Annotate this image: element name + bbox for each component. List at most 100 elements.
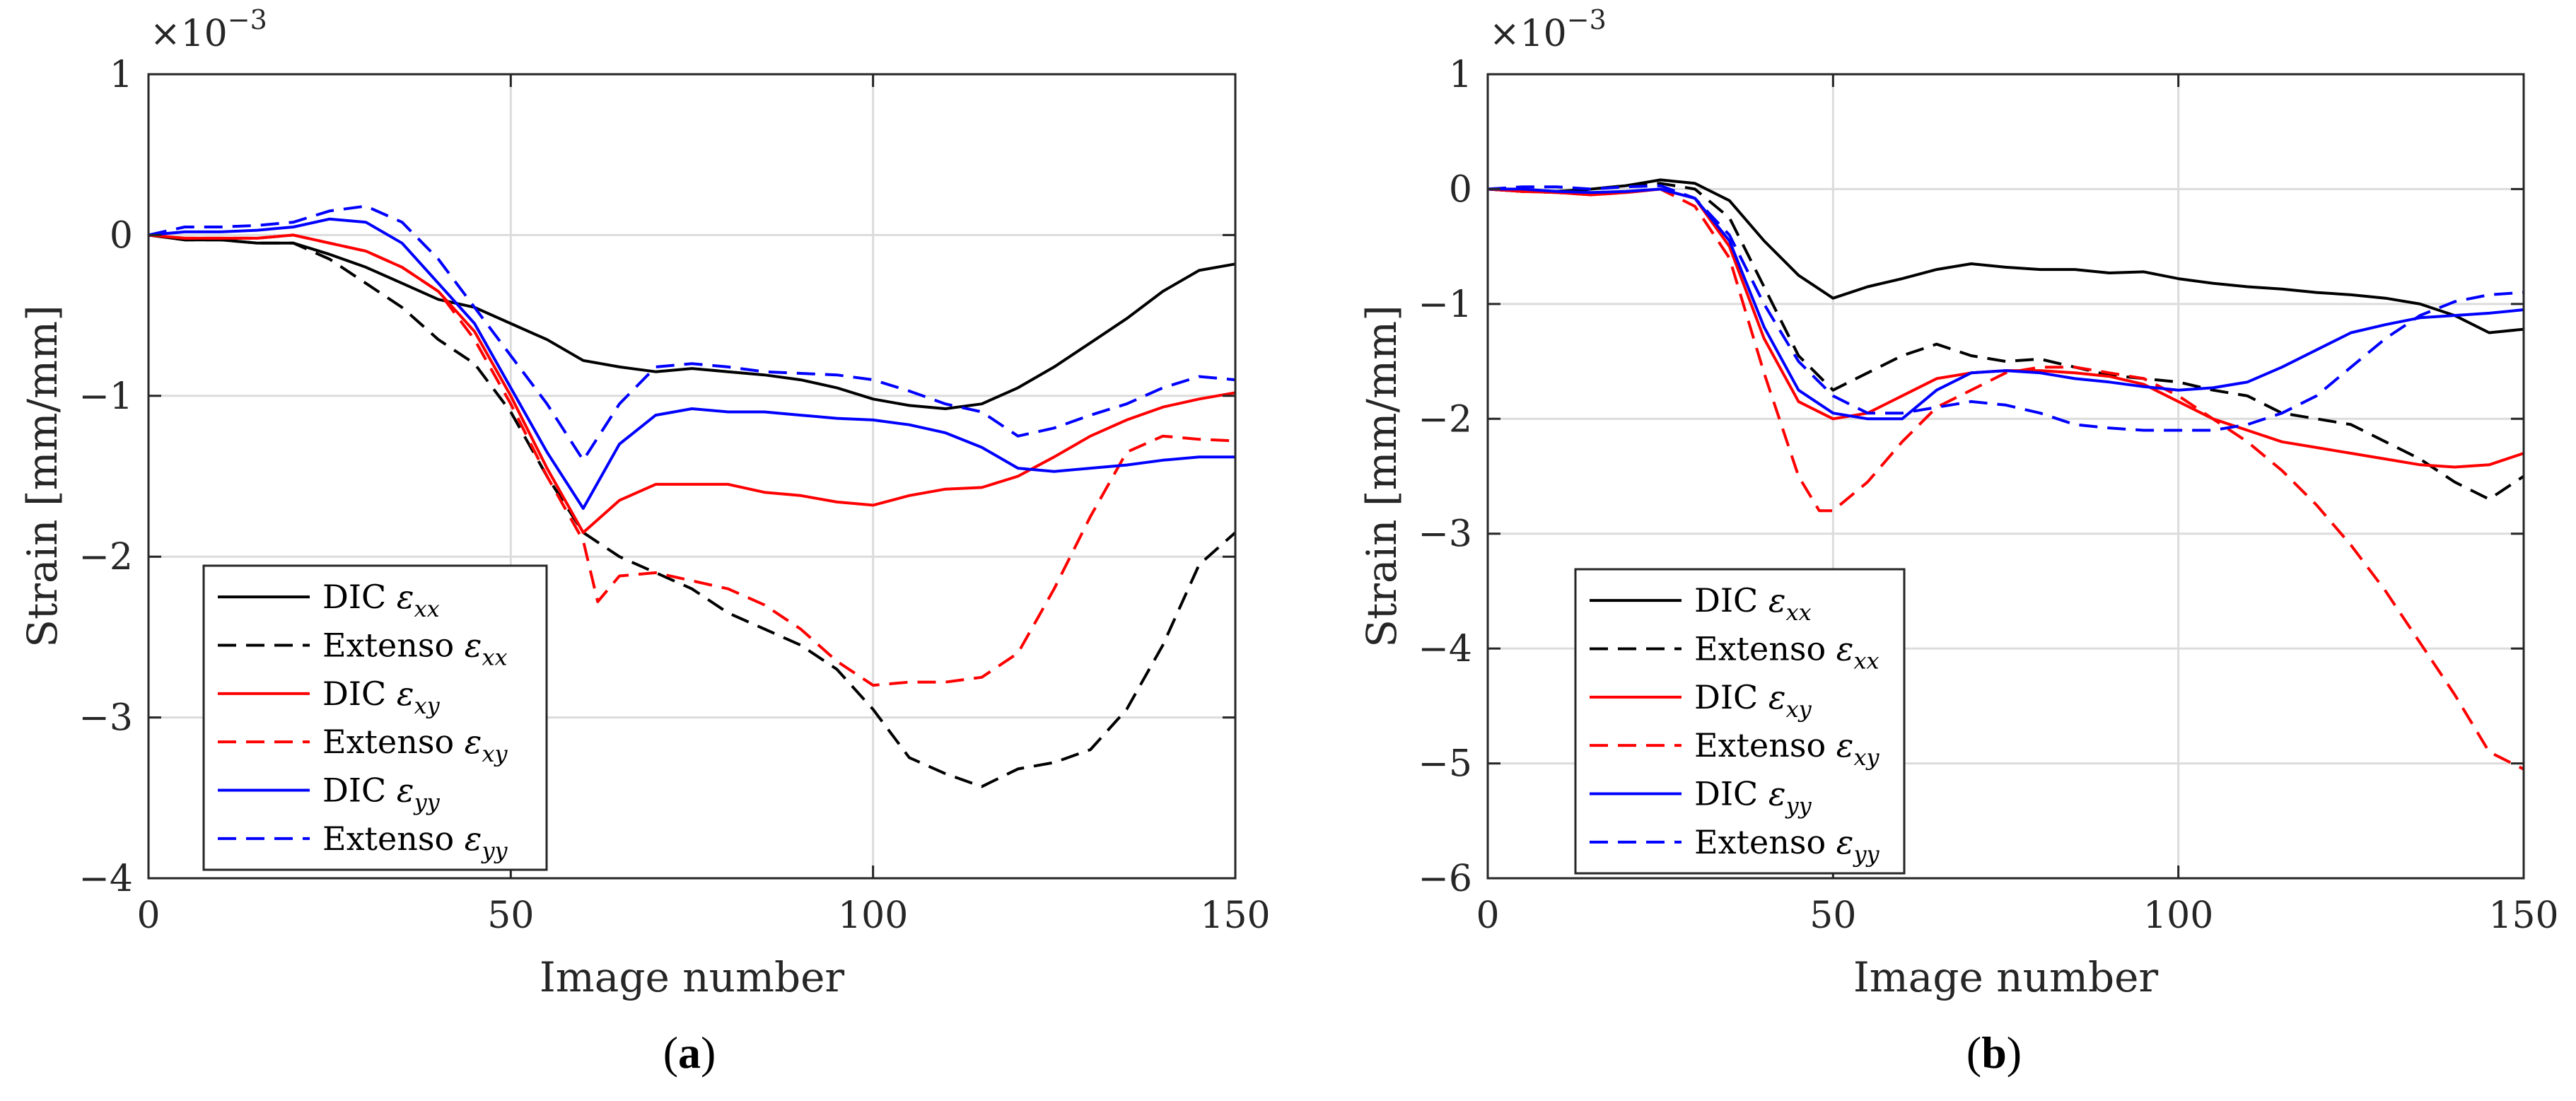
- series-line-2: [148, 233, 1237, 788]
- legend-label-symbol: ε: [465, 820, 482, 858]
- y-tick-label: −5: [1418, 743, 1472, 786]
- legend-label-1: DIC εxx: [1694, 581, 1812, 626]
- legend-label-symbol: ε: [1768, 775, 1786, 813]
- panel-label: (a): [663, 1027, 716, 1078]
- x-axis-label: Image number: [1853, 953, 2159, 1001]
- y-tick-label: −6: [1418, 858, 1472, 900]
- legend-label-subscript: xx: [482, 644, 507, 671]
- legend-label-symbol: ε: [1768, 581, 1786, 619]
- chart-panel-b: 0 50 100 150 1 0 −1 −2 −3 −4 −5 −6 ×10−3 Image number…: [1358, 4, 2559, 1078]
- legend-label-text: DIC: [1694, 678, 1768, 716]
- legend-label-text: Extenso: [1694, 630, 1836, 668]
- y-tick-label: 0: [1449, 168, 1472, 211]
- series-line-3: [148, 233, 1236, 535]
- legend-label-text: Extenso: [1694, 823, 1836, 861]
- series-line-4: [148, 233, 1236, 687]
- series-line-1: [148, 233, 1236, 410]
- legend-label-text: Extenso: [322, 820, 465, 858]
- axis-multiplier: ×10−3: [150, 4, 267, 55]
- y-tick-label: −4: [78, 858, 133, 900]
- axis-multiplier: ×10−3: [1489, 4, 1607, 55]
- chart-panel-a: 0 50 100 150 1 0 −1 −2 −3 −4 ×10−3 Image number Stra…: [18, 4, 1271, 1078]
- legend-label-text: Extenso: [322, 723, 465, 761]
- axes-box: [1486, 73, 2525, 880]
- axes-box: [147, 73, 1237, 880]
- legend-label-symbol: ε: [1836, 823, 1854, 861]
- y-axis-label: Strain [mm/mm]: [18, 305, 66, 647]
- y-tick-label: −3: [1418, 513, 1472, 556]
- panel-label-letter: b: [1981, 1027, 2007, 1078]
- x-tick-label: 0: [1476, 895, 1499, 937]
- legend-box: [202, 564, 548, 871]
- legend-label-subscript: xx: [414, 595, 440, 622]
- panel-label-open: (: [663, 1027, 678, 1078]
- legend-label-symbol: ε: [397, 578, 414, 616]
- legend-label-text: DIC: [322, 578, 397, 616]
- legend-label-subscript: yy: [1852, 841, 1879, 868]
- y-tick-label: 1: [110, 54, 133, 96]
- panel-label-close: ): [2007, 1027, 2022, 1078]
- series-line-2: [1487, 182, 2525, 501]
- legend-label-subscript: yy: [1785, 793, 1812, 820]
- legend-label-6: Extenso εyy: [1694, 823, 1880, 868]
- legend-label-subscript: yy: [480, 837, 508, 864]
- x-tick-label: 100: [2143, 895, 2213, 937]
- x-tick-label: 50: [487, 895, 534, 937]
- series-line-5: [1488, 187, 2524, 421]
- y-tick-label: 0: [110, 214, 133, 257]
- legend-label-text: Extenso: [322, 627, 465, 665]
- legend-label-text: DIC: [322, 771, 397, 810]
- x-tick-label: 150: [2488, 895, 2558, 937]
- legend-label-symbol: ε: [1836, 630, 1854, 668]
- y-tick-label: 1: [1449, 54, 1472, 96]
- panel-label-close: ): [701, 1027, 716, 1078]
- y-tick-label: −2: [78, 536, 133, 578]
- legend-label-subscript: xy: [1853, 744, 1879, 771]
- legend-label-subscript: xx: [1853, 648, 1879, 675]
- legend-label-symbol: ε: [397, 675, 414, 713]
- legend-label-subscript: xy: [482, 740, 508, 767]
- series-line-6: [148, 204, 1236, 462]
- legend-label-4: Extenso εxy: [322, 723, 508, 767]
- legend-label-symbol: ε: [1768, 678, 1786, 716]
- series-line-5: [148, 217, 1235, 510]
- legend-label-symbol: ε: [397, 771, 414, 810]
- legend-label-5: DIC εyy: [322, 771, 441, 816]
- legend-label-5: DIC εyy: [1694, 775, 1812, 820]
- legend-label-subscript: xx: [1786, 599, 1812, 626]
- series-line-1: [1487, 178, 2524, 334]
- legend-label-1: DIC εxx: [322, 578, 440, 622]
- y-tick-label: −2: [1418, 398, 1472, 441]
- y-tick-label: −1: [1418, 284, 1472, 326]
- legend-label-3: DIC εxy: [1694, 678, 1812, 723]
- legend-box: [1574, 568, 1906, 875]
- legend-label-text: DIC: [1694, 581, 1768, 619]
- x-tick-label: 100: [838, 895, 908, 937]
- y-tick-label: −4: [1418, 628, 1472, 670]
- y-axis-label: Strain [mm/mm]: [1358, 305, 1406, 647]
- series-line-6: [1487, 184, 2524, 432]
- legend-label-subscript: yy: [413, 789, 441, 816]
- legend-label-subscript: xy: [1786, 696, 1812, 723]
- panel-label-open: (: [1966, 1027, 1981, 1078]
- axis-multiplier-exponent: −3: [1567, 4, 1607, 35]
- legend-label-6: Extenso εyy: [322, 820, 508, 864]
- legend-label-symbol: ε: [465, 627, 482, 665]
- legend-label-3: DIC εxy: [322, 675, 441, 719]
- y-tick-label: −1: [78, 375, 133, 418]
- x-tick-label: 150: [1200, 895, 1270, 937]
- legend-label-text: DIC: [1694, 775, 1768, 813]
- legend-label-symbol: ε: [1836, 726, 1854, 764]
- x-axis-label: Image number: [540, 953, 845, 1001]
- legend-label-2: Extenso εxx: [1694, 630, 1879, 675]
- axis-multiplier-exponent: −3: [228, 4, 267, 35]
- legend-label-subscript: xy: [414, 692, 441, 719]
- legend-label-4: Extenso εxy: [1694, 726, 1880, 771]
- legend-label-text: DIC: [322, 675, 397, 713]
- legend-label-symbol: ε: [465, 723, 482, 761]
- x-tick-label: 50: [1809, 895, 1856, 937]
- legend-label-2: Extenso εxx: [322, 627, 508, 671]
